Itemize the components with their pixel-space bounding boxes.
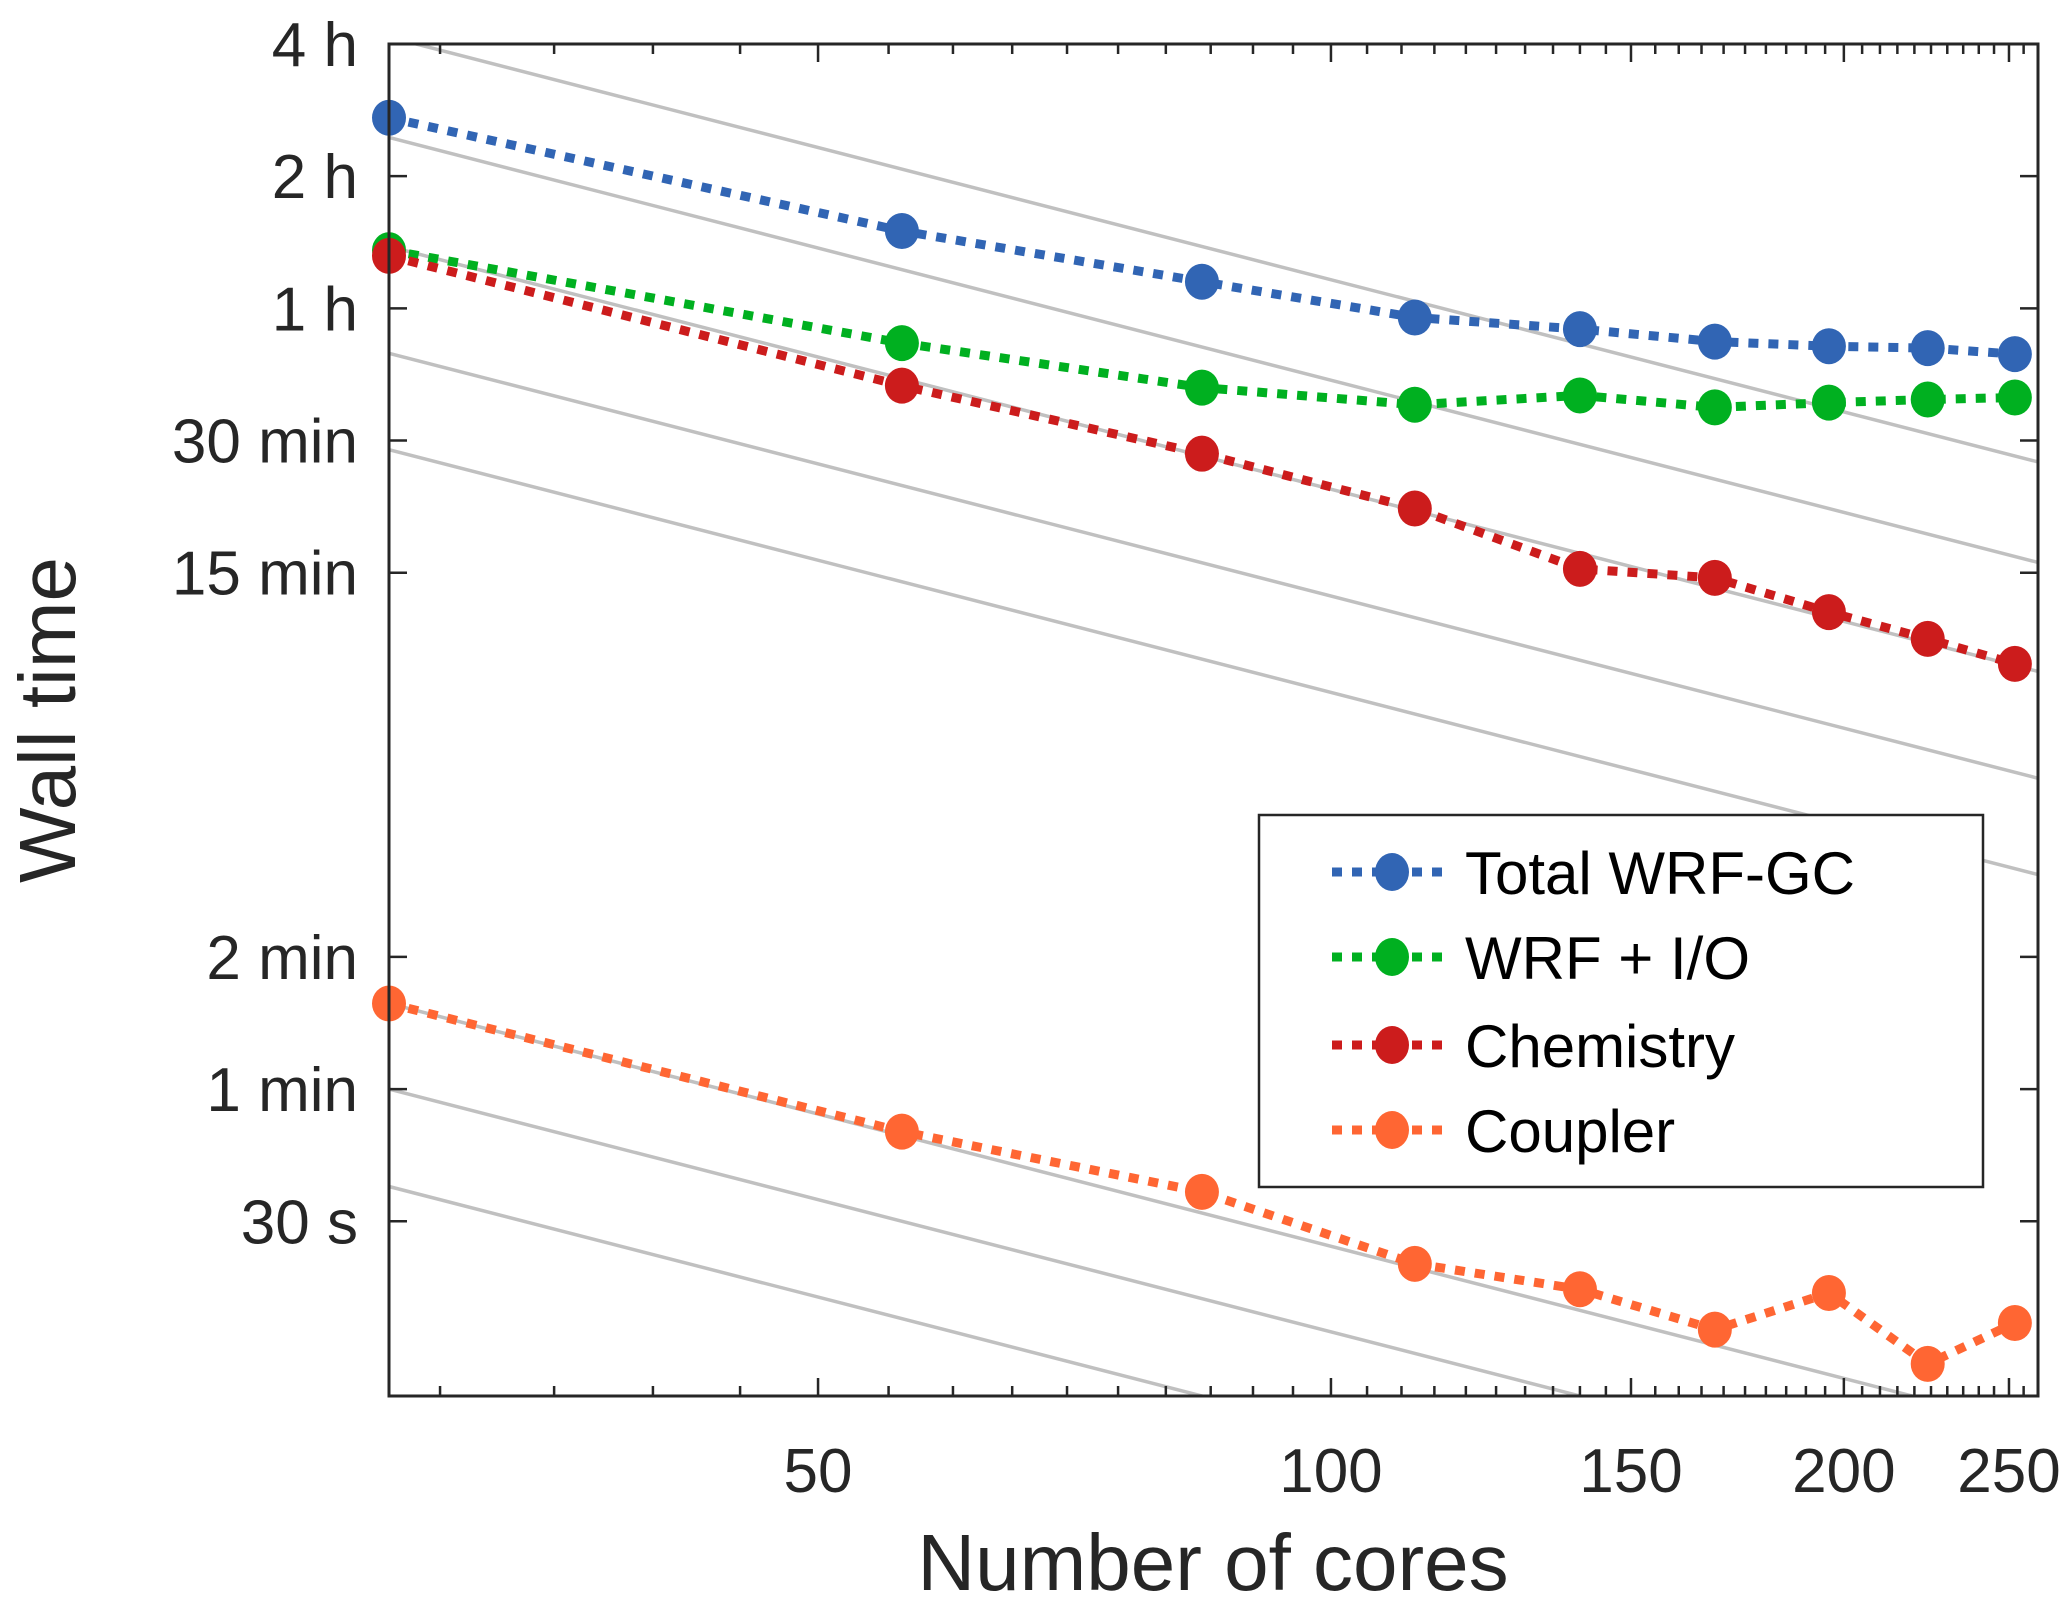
- legend-label: WRF + I/O: [1465, 925, 1750, 992]
- data-point: [1811, 328, 1846, 365]
- y-tick-label: 2 h: [272, 143, 358, 212]
- ideal-scaling-line: [389, 1184, 1209, 1396]
- data-point: [1562, 550, 1597, 587]
- series-total-wrf-gc: [372, 99, 2032, 373]
- series-layer: [372, 99, 2032, 1382]
- data-point: [1697, 1311, 1732, 1348]
- data-point: [1910, 381, 1945, 418]
- data-point: [1184, 1173, 1219, 1210]
- x-tick-label: 150: [1579, 1437, 1682, 1506]
- data-point: [884, 1113, 919, 1150]
- data-point: [1397, 299, 1432, 336]
- legend-item: Coupler: [1332, 1098, 1675, 1165]
- data-point: [1397, 386, 1432, 423]
- data-point: [1811, 384, 1846, 421]
- x-tick-label: 250: [1957, 1437, 2060, 1506]
- legend-marker: [1375, 853, 1409, 891]
- data-point: [884, 213, 919, 250]
- data-point: [1562, 1271, 1597, 1308]
- data-point: [1562, 311, 1597, 348]
- series-coupler: [372, 985, 2032, 1382]
- legend: Total WRF-GC WRF + I/O Chemistry Coupler: [1257, 813, 1985, 1189]
- plot-frame: [387, 42, 2040, 1398]
- legend-label: Chemistry: [1465, 1013, 1735, 1080]
- data-point: [1184, 435, 1219, 472]
- ideal-scaling-line: [409, 44, 2038, 464]
- data-point: [1811, 594, 1846, 631]
- data-point: [1697, 323, 1732, 360]
- y-tick-label: 15 min: [172, 540, 358, 609]
- data-point: [1997, 645, 2032, 682]
- data-point: [1397, 490, 1432, 527]
- x-axis-title: Number of cores: [917, 1518, 1508, 1607]
- ideal-scaling-line: [389, 447, 2038, 877]
- data-point: [1997, 379, 2032, 416]
- legend-label: Coupler: [1465, 1098, 1675, 1165]
- data-point: [1397, 1245, 1432, 1282]
- axes: 50 100 150 200 250 4 h 2 h 1 h 30 min 15 min 2 mi…: [172, 11, 2061, 1506]
- legend-marker: [1375, 938, 1409, 976]
- y-tick-label: 1 h: [272, 275, 358, 344]
- x-tick-label: 50: [784, 1437, 853, 1506]
- legend-marker: [1375, 1111, 1409, 1149]
- data-point: [884, 325, 919, 362]
- legend-item: Chemistry: [1332, 1013, 1735, 1080]
- x-axis-ticks: 50 100 150 200 250: [438, 44, 2061, 1506]
- data-point: [884, 367, 919, 404]
- y-axis-ticks: 4 h 2 h 1 h 30 min 15 min 2 min 1 min 30 s: [172, 11, 2038, 1257]
- y-tick-label: 1 min: [206, 1056, 358, 1125]
- y-axis-title: Wall time: [3, 557, 92, 883]
- data-point: [1997, 1304, 2032, 1341]
- ideal-scaling-line: [389, 351, 2038, 780]
- legend-marker: [1375, 1026, 1409, 1064]
- series-line: [388, 113, 2016, 359]
- x-tick-label: 100: [1279, 1437, 1382, 1506]
- x-tick-label: 200: [1792, 1437, 1895, 1506]
- data-point: [1562, 377, 1597, 414]
- data-point: [1910, 620, 1945, 657]
- y-tick-label: 30 min: [172, 408, 358, 477]
- legend-item: WRF + I/O: [1332, 925, 1750, 992]
- data-point: [1811, 1274, 1846, 1311]
- legend-item: Total WRF-GC: [1332, 840, 1855, 907]
- data-point: [1910, 330, 1945, 367]
- ideal-scaling-line: [389, 135, 2038, 565]
- data-point: [1697, 559, 1732, 596]
- ideal-scaling-line: [389, 1087, 1587, 1396]
- data-point: [1184, 369, 1219, 406]
- y-tick-label: 4 h: [272, 11, 358, 80]
- series-wrf-i-o: [372, 232, 2032, 426]
- y-tick-label: 2 min: [206, 924, 358, 993]
- data-point: [1997, 336, 2032, 373]
- data-point: [1697, 389, 1732, 426]
- legend-label: Total WRF-GC: [1465, 840, 1855, 907]
- y-tick-label: 30 s: [241, 1188, 358, 1257]
- data-point: [1910, 1345, 1945, 1382]
- data-point: [1184, 263, 1219, 300]
